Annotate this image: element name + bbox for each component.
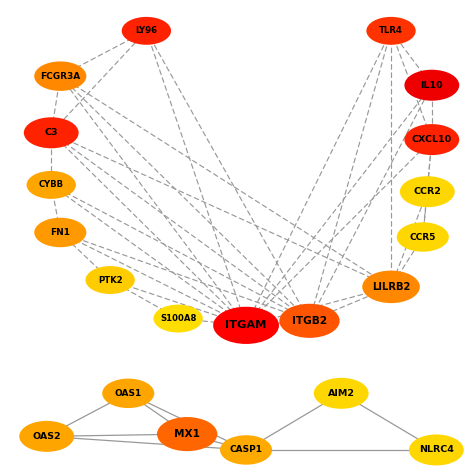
Ellipse shape xyxy=(154,305,203,332)
Text: CASP1: CASP1 xyxy=(229,446,263,455)
Text: TLR4: TLR4 xyxy=(379,27,403,36)
Text: CYBB: CYBB xyxy=(39,181,64,190)
Text: CCR5: CCR5 xyxy=(410,233,436,241)
Ellipse shape xyxy=(102,379,155,408)
Ellipse shape xyxy=(397,222,449,252)
Ellipse shape xyxy=(213,307,279,344)
Ellipse shape xyxy=(19,421,74,452)
Ellipse shape xyxy=(27,171,76,199)
Text: AIM2: AIM2 xyxy=(328,389,355,398)
Text: S100A8: S100A8 xyxy=(160,314,196,323)
Text: CXCL10: CXCL10 xyxy=(412,135,452,144)
Ellipse shape xyxy=(279,304,340,338)
Ellipse shape xyxy=(85,266,135,294)
Ellipse shape xyxy=(400,176,455,207)
Text: C3: C3 xyxy=(45,128,58,137)
Ellipse shape xyxy=(34,218,86,247)
Ellipse shape xyxy=(409,435,464,465)
Ellipse shape xyxy=(314,378,369,409)
Text: CCR2: CCR2 xyxy=(413,187,441,196)
Text: FN1: FN1 xyxy=(50,228,70,237)
Text: LY96: LY96 xyxy=(136,27,157,36)
Ellipse shape xyxy=(366,17,416,45)
Text: FCGR3A: FCGR3A xyxy=(40,72,81,81)
Text: ITGAM: ITGAM xyxy=(225,320,267,330)
Text: PTK2: PTK2 xyxy=(98,275,122,284)
Text: NLRC4: NLRC4 xyxy=(419,446,454,455)
Text: MX1: MX1 xyxy=(174,429,200,439)
Text: ITGB2: ITGB2 xyxy=(292,316,327,326)
Text: OAS1: OAS1 xyxy=(115,389,142,398)
Ellipse shape xyxy=(362,271,420,303)
Text: OAS2: OAS2 xyxy=(32,432,61,441)
Ellipse shape xyxy=(157,417,217,451)
Text: IL10: IL10 xyxy=(420,81,443,90)
Ellipse shape xyxy=(122,17,171,45)
Ellipse shape xyxy=(220,435,272,465)
Text: LILRB2: LILRB2 xyxy=(372,282,410,292)
Ellipse shape xyxy=(404,70,459,100)
Ellipse shape xyxy=(24,117,79,148)
Ellipse shape xyxy=(404,124,459,155)
Ellipse shape xyxy=(34,62,86,91)
